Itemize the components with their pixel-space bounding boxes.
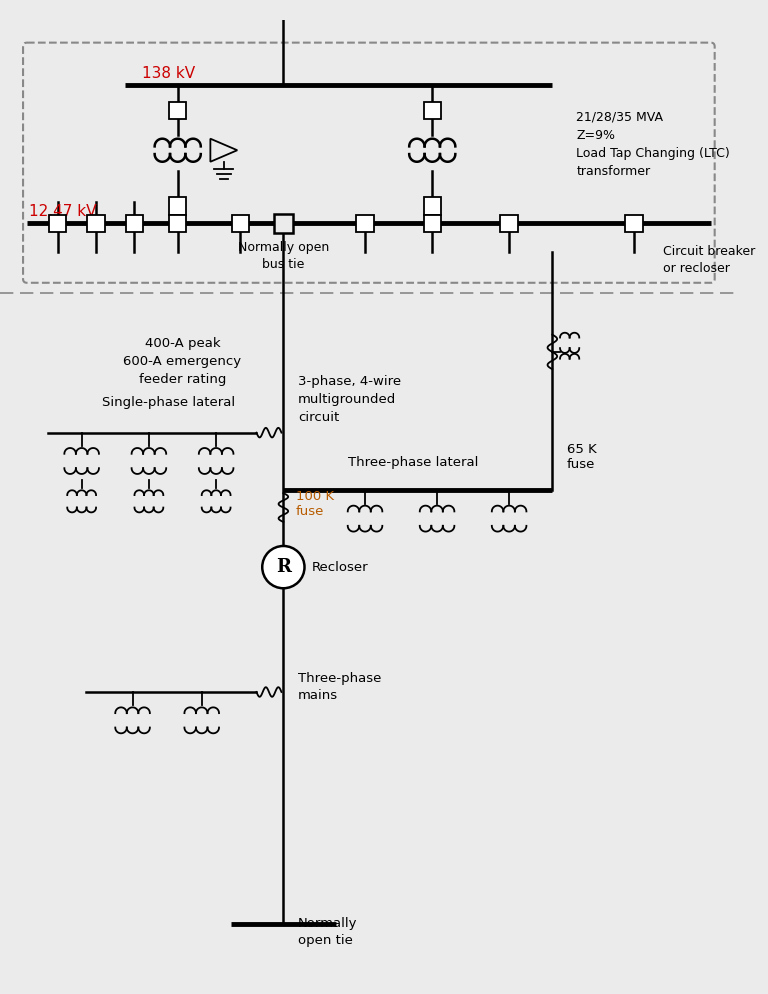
Bar — [424, 215, 441, 232]
Text: Single-phase lateral: Single-phase lateral — [101, 396, 235, 409]
FancyBboxPatch shape — [23, 43, 715, 282]
Text: Recloser: Recloser — [312, 561, 369, 574]
Text: 138 kV: 138 kV — [142, 66, 195, 81]
Text: 400-A peak
600-A emergency
feeder rating: 400-A peak 600-A emergency feeder rating — [124, 337, 242, 386]
Circle shape — [262, 546, 304, 588]
Text: Circuit breaker
or recloser: Circuit breaker or recloser — [663, 246, 755, 275]
Bar — [273, 214, 293, 233]
Text: R: R — [276, 558, 291, 577]
Bar — [126, 215, 143, 232]
Text: 21/28/35 MVA
Z=9%
Load Tap Changing (LTC)
transformer: 21/28/35 MVA Z=9% Load Tap Changing (LTC… — [576, 111, 730, 178]
Text: 3-phase, 4-wire
multigrounded
circuit: 3-phase, 4-wire multigrounded circuit — [298, 375, 401, 424]
Bar — [88, 215, 104, 232]
Bar — [231, 215, 249, 232]
Text: Normally open
bus tie: Normally open bus tie — [238, 241, 329, 270]
Bar — [49, 215, 66, 232]
Text: Three-phase
mains: Three-phase mains — [298, 672, 381, 702]
Text: 65 K
fuse: 65 K fuse — [567, 442, 597, 470]
Bar — [169, 197, 187, 215]
Bar — [169, 215, 187, 232]
Text: Three-phase lateral: Three-phase lateral — [348, 456, 478, 469]
Bar — [625, 215, 643, 232]
Text: Normally
open tie: Normally open tie — [298, 917, 357, 947]
Text: 12.47 kV: 12.47 kV — [29, 204, 96, 220]
Bar — [424, 197, 441, 215]
Bar — [169, 102, 187, 119]
Bar — [424, 102, 441, 119]
Bar — [356, 215, 374, 232]
Bar — [501, 215, 518, 232]
Text: 100 K
fuse: 100 K fuse — [296, 490, 334, 518]
